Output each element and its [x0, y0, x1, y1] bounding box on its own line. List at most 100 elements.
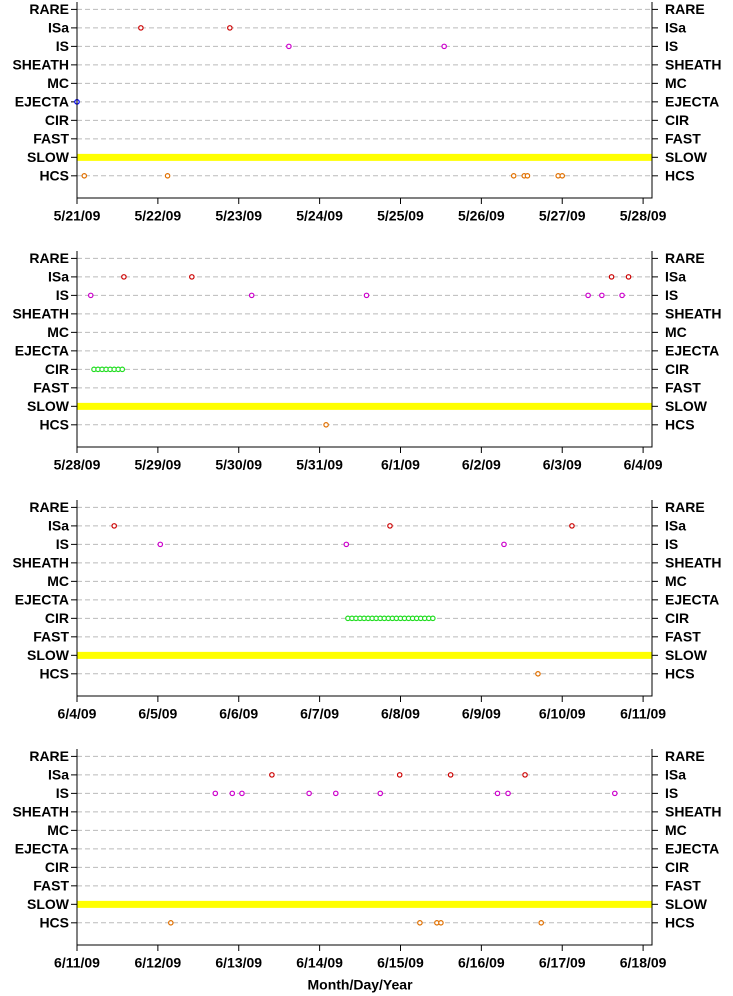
y2-tick-label: HCS — [665, 168, 695, 184]
point — [417, 920, 423, 926]
x-tick-label: 6/6/09 — [219, 706, 258, 722]
point — [323, 422, 329, 428]
x-tick-label: 5/26/09 — [458, 208, 505, 224]
y-tick-label: IS — [56, 785, 69, 801]
y2-tick-label: IS — [665, 536, 678, 552]
x-tick-label: 6/4/09 — [58, 706, 97, 722]
axis-frame — [76, 749, 653, 946]
point — [599, 292, 605, 299]
y-tick-label: RARE — [29, 250, 69, 266]
x-tick-label: 6/13/09 — [215, 955, 262, 971]
point — [611, 790, 618, 797]
y2-tick-label: IS — [665, 785, 678, 801]
x-tick-label: 5/23/09 — [215, 208, 262, 224]
point — [608, 274, 615, 280]
y-tick-label: FAST — [33, 629, 69, 645]
y-tick-label: MC — [47, 324, 69, 340]
y2-tick-label: CIR — [665, 361, 689, 377]
point — [306, 790, 312, 797]
point — [168, 920, 174, 926]
point — [332, 790, 339, 797]
x-tick-label: 5/28/09 — [54, 457, 101, 473]
point — [387, 523, 393, 529]
y-tick-label: SHEATH — [12, 555, 69, 571]
y-tick-label: MC — [47, 573, 69, 589]
y-tick-label: FAST — [33, 878, 69, 894]
x-tick-label: 6/16/09 — [458, 955, 505, 971]
y2-tick-label: SLOW — [665, 896, 708, 912]
point — [377, 790, 384, 797]
point — [286, 43, 292, 50]
point — [119, 366, 126, 373]
point — [447, 772, 454, 778]
point — [212, 790, 219, 797]
y2-tick-label: HCS — [665, 666, 695, 682]
x-tick-label: 5/25/09 — [377, 208, 424, 224]
y-tick-label: CIR — [45, 361, 69, 377]
y-tick-label: MC — [47, 822, 69, 838]
x-tick-label: 6/5/09 — [138, 706, 177, 722]
y-tick-label: EJECTA — [15, 841, 69, 857]
point — [501, 541, 507, 548]
y-tick-label: SLOW — [27, 149, 70, 165]
point — [569, 523, 575, 529]
y-tick-label: CIR — [45, 859, 69, 875]
y2-tick-label: RARE — [665, 499, 705, 515]
y2-tick-label: RARE — [665, 1, 705, 17]
y-tick-label: RARE — [29, 748, 69, 764]
x-tick-label: 6/9/09 — [462, 706, 501, 722]
y-tick-label: FAST — [33, 131, 69, 147]
x-tick-label: 5/31/09 — [296, 457, 343, 473]
x-tick-label: 6/14/09 — [296, 955, 343, 971]
y2-tick-label: ISa — [665, 269, 686, 285]
point — [585, 292, 591, 299]
point — [438, 920, 444, 926]
y-tick-label: SLOW — [27, 398, 70, 414]
x-tick-label: 6/12/09 — [135, 955, 182, 971]
y2-tick-label: MC — [665, 324, 687, 340]
y2-tick-label: SHEATH — [665, 555, 722, 571]
y2-tick-label: SHEATH — [665, 804, 722, 820]
x-tick-label: 6/4/09 — [624, 457, 663, 473]
x-tick-label: 6/1/09 — [381, 457, 420, 473]
y-tick-label: HCS — [39, 417, 69, 433]
y2-tick-label: IS — [665, 38, 678, 54]
point — [559, 173, 566, 179]
x-tick-label: 5/30/09 — [215, 457, 262, 473]
y-tick-label: RARE — [29, 1, 69, 17]
point — [619, 292, 625, 299]
y-tick-label: ISa — [48, 20, 69, 36]
point — [430, 615, 436, 622]
point — [157, 541, 164, 548]
y-tick-label: EJECTA — [15, 94, 69, 110]
y2-tick-label: RARE — [665, 250, 705, 266]
y-tick-label: SHEATH — [12, 306, 69, 322]
y-tick-label: CIR — [45, 610, 69, 626]
point — [227, 25, 233, 31]
y-tick-label: IS — [56, 536, 69, 552]
point — [248, 292, 255, 299]
axis-frame — [76, 2, 653, 199]
x-tick-label: 5/24/09 — [296, 208, 343, 224]
y2-tick-label: FAST — [665, 131, 701, 147]
y2-tick-label: FAST — [665, 380, 701, 396]
point — [239, 790, 245, 797]
y-tick-label: HCS — [39, 168, 69, 184]
y2-tick-label: CIR — [665, 112, 689, 128]
y2-tick-label: ISa — [665, 767, 686, 783]
x-tick-label: 5/28/09 — [620, 208, 667, 224]
y-tick-label: HCS — [39, 666, 69, 682]
point — [121, 274, 127, 280]
y2-tick-label: SLOW — [665, 149, 708, 165]
point — [494, 790, 501, 797]
point — [441, 43, 447, 50]
point — [363, 292, 370, 299]
y2-tick-label: HCS — [665, 417, 695, 433]
y-tick-label: EJECTA — [15, 592, 69, 608]
x-tick-label: 6/15/09 — [377, 955, 424, 971]
point — [510, 173, 517, 179]
x-tick-label: 6/2/09 — [462, 457, 501, 473]
y2-tick-label: FAST — [665, 878, 701, 894]
y2-tick-label: IS — [665, 287, 678, 303]
